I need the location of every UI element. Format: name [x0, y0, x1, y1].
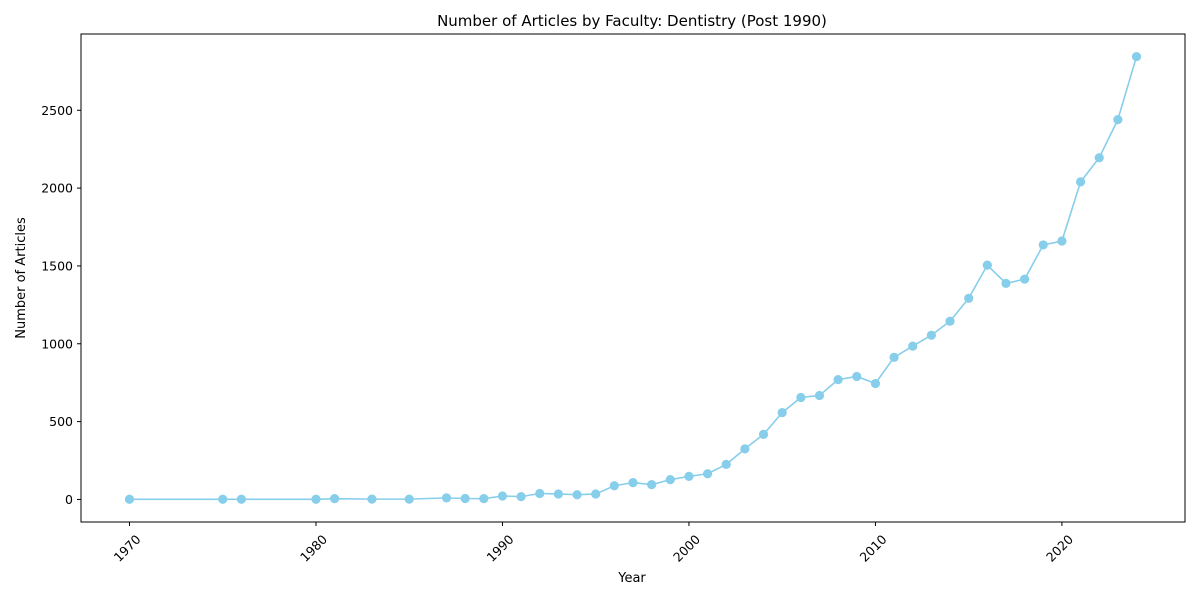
data-point-2011	[889, 352, 899, 362]
y-tick-label: 2500	[41, 103, 73, 118]
data-point-2024	[1131, 51, 1142, 62]
data-point-1995	[591, 489, 601, 499]
data-point-2021	[1075, 177, 1086, 187]
x-tick-label: 2000	[670, 532, 703, 565]
data-point-2005	[777, 407, 787, 418]
x-tick-label: 1980	[297, 532, 330, 565]
data-point-2017	[1001, 278, 1011, 288]
data-point-1980	[311, 494, 321, 504]
data-point-2015	[964, 293, 974, 303]
data-point-2014	[945, 316, 955, 326]
data-point-2016	[982, 260, 992, 270]
data-point-1994	[572, 490, 582, 500]
y-tick-label: 1500	[41, 258, 73, 273]
data-point-1999	[665, 475, 675, 485]
data-point-2009	[852, 371, 862, 382]
y-tick-label: 1000	[41, 336, 73, 351]
data-point-2004	[758, 429, 769, 439]
data-point-1996	[609, 481, 619, 491]
data-point-1991	[516, 492, 526, 502]
data-point-2001	[702, 469, 713, 479]
data-point-2022	[1094, 153, 1104, 163]
data-point-2003	[740, 444, 750, 454]
data-point-2023	[1113, 115, 1123, 125]
data-point-2020	[1057, 236, 1067, 246]
y-tick-label: 2000	[41, 181, 73, 196]
data-point-2006	[796, 392, 806, 403]
y-tick-label: 500	[49, 414, 73, 429]
data-point-2002	[721, 459, 731, 470]
data-point-1993	[553, 489, 564, 499]
data-point-2008	[833, 374, 843, 385]
data-point-1992	[535, 488, 545, 499]
y-axis: 0 500 1000 1500 2000 2500	[41, 103, 81, 507]
data-point-2012	[908, 341, 918, 351]
chart-title: Number of Articles by Faculty: Dentistry…	[437, 12, 827, 30]
y-tick-label: 0	[65, 492, 73, 507]
data-point-2010	[870, 378, 881, 389]
data-point-1976	[236, 494, 246, 504]
series-line	[129, 56, 1138, 501]
plot-area	[124, 51, 1142, 504]
data-point-1998	[647, 480, 657, 490]
data-point-1983	[367, 494, 377, 504]
x-tick-label: 1970	[111, 532, 144, 565]
x-axis: 1970 1980 1990 2000 2010 2020	[111, 522, 1076, 565]
x-tick-label: 2020	[1043, 532, 1076, 565]
data-point-1975	[218, 494, 228, 504]
plot-frame	[80, 33, 1186, 523]
x-tick-label: 2010	[857, 532, 890, 565]
data-point-1989	[479, 494, 489, 504]
data-point-1997	[628, 478, 638, 488]
data-point-2018	[1020, 274, 1030, 284]
data-point-1987	[441, 493, 452, 503]
data-point-2000	[684, 471, 694, 481]
data-point-2007	[814, 390, 825, 401]
data-point-2013	[926, 330, 936, 340]
data-point-1981	[330, 494, 340, 504]
data-point-1988	[460, 493, 470, 504]
x-axis-label: Year	[617, 571, 646, 586]
data-point-1990	[497, 491, 508, 501]
data-point-1970	[124, 494, 135, 504]
y-axis-label: Number of Articles	[14, 217, 29, 339]
data-point-2019	[1038, 240, 1048, 250]
x-tick-label: 1990	[484, 532, 517, 565]
data-point-1985	[404, 494, 414, 504]
